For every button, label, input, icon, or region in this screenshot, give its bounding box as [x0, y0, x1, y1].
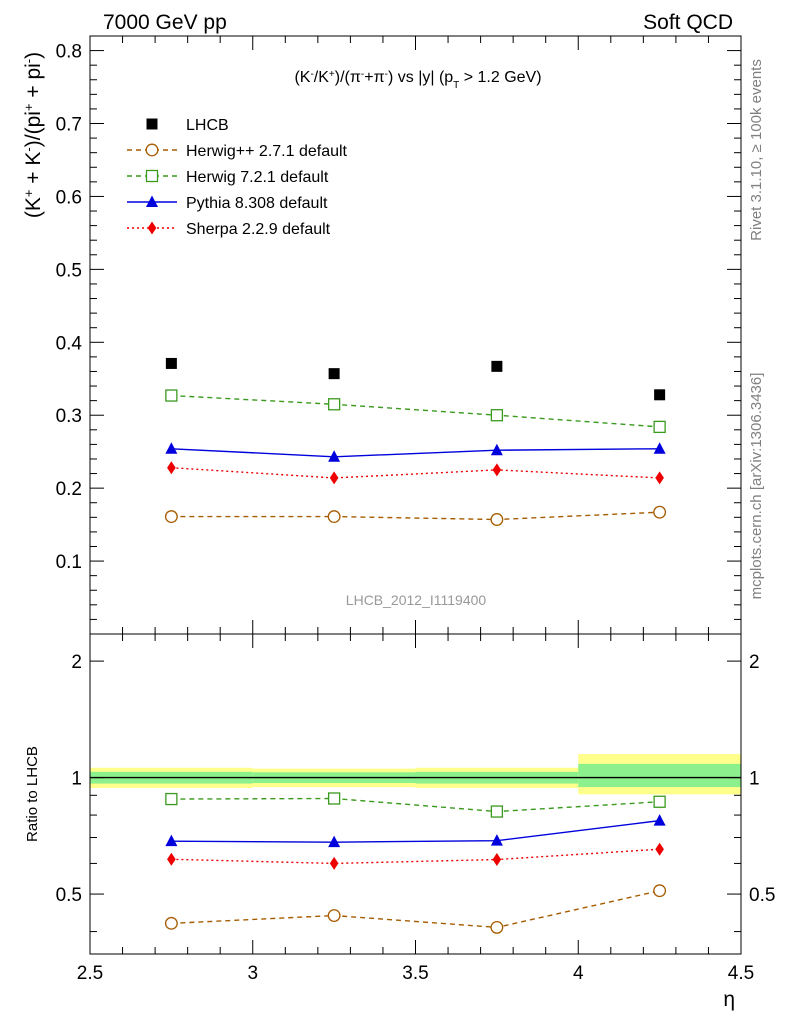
- main-point-sherpa-2-2-9-default-4: [655, 471, 664, 485]
- x-tick-label-4: 4: [573, 963, 584, 984]
- ratio-axis-layer: 2.5 3 3.5 4 4.5 0.5 0.5 1 1 2 2: [56, 634, 775, 984]
- ratio-point-sherpa-2-2-9-default-3: [492, 853, 502, 867]
- header-category-label: Soft QCD: [643, 11, 733, 34]
- legend-label-lhcb: LHCB: [186, 117, 229, 134]
- ratio-series-line-sherpa-2-2-9-default: [171, 848, 660, 865]
- main-point-sherpa-2-2-9-default-2: [329, 471, 339, 485]
- legend-marker-pythia-8-308-default: [146, 195, 158, 207]
- ratio-y-tick-label-left-0-5: 0.5: [56, 885, 82, 906]
- main-point-herwig-7-2-1-default-3: [490, 409, 504, 422]
- header-energy-label: 7000 GeV pp: [103, 11, 227, 34]
- x-tick-label-3-5: 3.5: [402, 963, 428, 984]
- main-point-lhcb-2: [328, 368, 340, 380]
- main-series-line-pythia-8-308-default: [171, 448, 660, 458]
- main-data-layer: [164, 357, 667, 526]
- ratio-point-herwig-7-2-1-default-1: [165, 792, 178, 806]
- legend-marker-herwig-2-7-1-default: [145, 143, 159, 157]
- ratio-band-inner-4: [578, 763, 741, 788]
- ratio-series-line-pythia-8-308-default: [171, 819, 660, 843]
- main-y-tick-label-0-3: 0.3: [56, 406, 82, 427]
- legend-marker-herwig-7-2-1-default: [145, 169, 159, 183]
- main-series-line-sherpa-2-2-9-default: [171, 467, 660, 479]
- ratio-y-tick-label-right-0-5: 0.5: [749, 885, 775, 906]
- ratio-point-pythia-8-308-default-2: [328, 835, 341, 848]
- ratio-y-tick-label-right-2: 2: [749, 652, 760, 673]
- main-point-pythia-8-308-default-1: [165, 442, 178, 454]
- main-point-herwig-7-2-1-default-4: [653, 420, 666, 434]
- ratio-y-tick-label-left-2: 2: [71, 652, 82, 673]
- ratio-point-pythia-8-308-default-3: [490, 834, 503, 846]
- ratio-point-herwig-2-7-1-default-2: [327, 909, 341, 922]
- ratio-point-sherpa-2-2-9-default-1: [167, 852, 176, 866]
- main-point-sherpa-2-2-9-default-1: [167, 461, 176, 475]
- main-y-tick-label-0-2: 0.2: [56, 479, 82, 500]
- ratio-series-line-herwig-7-2-1-default: [171, 797, 660, 813]
- ratio-panel: 2.5 3 3.5 4 4.5 0.5 0.5 1 1 2 2 Ratio to LHCB η: [24, 633, 775, 1011]
- ratio-series-line-herwig-2-7-1-default: [171, 890, 660, 929]
- ratio-point-herwig-7-2-1-default-3: [490, 805, 504, 818]
- main-point-lhcb-1: [165, 357, 177, 369]
- main-axis-layer: 0.1 0.2 0.3 0.4 0.5 0.6 0.7 0.8: [56, 36, 742, 634]
- rivet-version-label: Rivet 3.1.10, ≥ 100k events: [748, 59, 765, 241]
- ratio-point-herwig-2-7-1-default-4: [653, 884, 667, 898]
- mcplots-credit-label: mcplots.cern.ch [arXiv:1306.3436]: [748, 373, 765, 600]
- legend-label-herwig-7-2-1-default: Herwig 7.2.1 default: [186, 169, 329, 186]
- legend-marker-sherpa-2-2-9-default: [147, 221, 157, 235]
- ratio-point-pythia-8-308-default-1: [165, 834, 178, 847]
- main-point-herwig-2-7-1-default-1: [164, 510, 178, 524]
- ratio-point-herwig-2-7-1-default-3: [490, 920, 504, 934]
- main-point-pythia-8-308-default-3: [490, 443, 503, 456]
- ratio-y-tick-label-left-1: 1: [71, 769, 82, 790]
- legend-marker-lhcb: [146, 118, 158, 130]
- main-point-sherpa-2-2-9-default-3: [492, 463, 502, 477]
- legend: LHCB Herwig++ 2.7.1 default Herwig 7.2.1 d…: [127, 117, 348, 238]
- ratio-point-pythia-8-308-default-4: [653, 814, 666, 826]
- main-point-pythia-8-308-default-2: [328, 450, 341, 462]
- x-tick-label-4-5: 4.5: [728, 963, 754, 984]
- legend-label-herwig-2-7-1-default: Herwig++ 2.7.1 default: [186, 143, 348, 160]
- main-y-tick-label-0-5: 0.5: [56, 260, 82, 281]
- main-y-tick-label-0-4: 0.4: [56, 333, 83, 354]
- ratio-data-layer: [90, 754, 741, 934]
- x-axis-label: η: [723, 988, 735, 1011]
- main-point-herwig-2-7-1-default-2: [327, 510, 341, 524]
- analysis-watermark: LHCB_2012_I1119400: [346, 592, 487, 608]
- ratio-y-tick-label-right-1: 1: [749, 769, 760, 790]
- main-y-tick-label-0-6: 0.6: [56, 187, 82, 208]
- main-point-pythia-8-308-default-4: [653, 442, 666, 454]
- ratio-point-sherpa-2-2-9-default-4: [655, 842, 664, 856]
- legend-label-sherpa-2-2-9-default: Sherpa 2.2.9 default: [186, 221, 331, 238]
- main-y-tick-label-0-8: 0.8: [56, 42, 82, 63]
- main-series-line-herwig-2-7-1-default: [171, 511, 660, 521]
- main-y-tick-label-0-7: 0.7: [56, 115, 82, 136]
- main-y-tick-label-0-1: 0.1: [56, 552, 82, 573]
- x-tick-label-3: 3: [247, 963, 258, 984]
- main-series-line-herwig-7-2-1-default: [171, 394, 660, 428]
- main-point-lhcb-4: [654, 389, 666, 401]
- ratio-point-herwig-7-2-1-default-2: [327, 792, 341, 805]
- ratio-y-axis-label: Ratio to LHCB: [24, 746, 41, 842]
- main-point-herwig-2-7-1-default-4: [653, 505, 667, 519]
- main-point-herwig-7-2-1-default-1: [165, 389, 178, 402]
- ratio-point-sherpa-2-2-9-default-2: [329, 856, 339, 870]
- ratio-point-herwig-2-7-1-default-1: [164, 916, 178, 930]
- main-point-herwig-2-7-1-default-3: [490, 513, 504, 526]
- legend-label-pythia-8-308-default: Pythia 8.308 default: [186, 195, 328, 212]
- main-point-lhcb-3: [491, 360, 503, 372]
- main-y-axis-label: (K+ + K-)/(pi+ + pi-): [21, 52, 46, 218]
- x-tick-label-2-5: 2.5: [77, 963, 103, 984]
- main-panel: 0.1 0.2 0.3 0.4 0.5 0.6 0.7 0.8 (K-/K+)/(π-+π-)…: [21, 35, 742, 635]
- ratio-point-herwig-7-2-1-default-4: [653, 795, 666, 808]
- main-point-herwig-7-2-1-default-2: [327, 398, 341, 411]
- main-plot-title: (K-/K+)/(π-+π-) vs |y| (pT > 1.2 GeV): [294, 69, 541, 91]
